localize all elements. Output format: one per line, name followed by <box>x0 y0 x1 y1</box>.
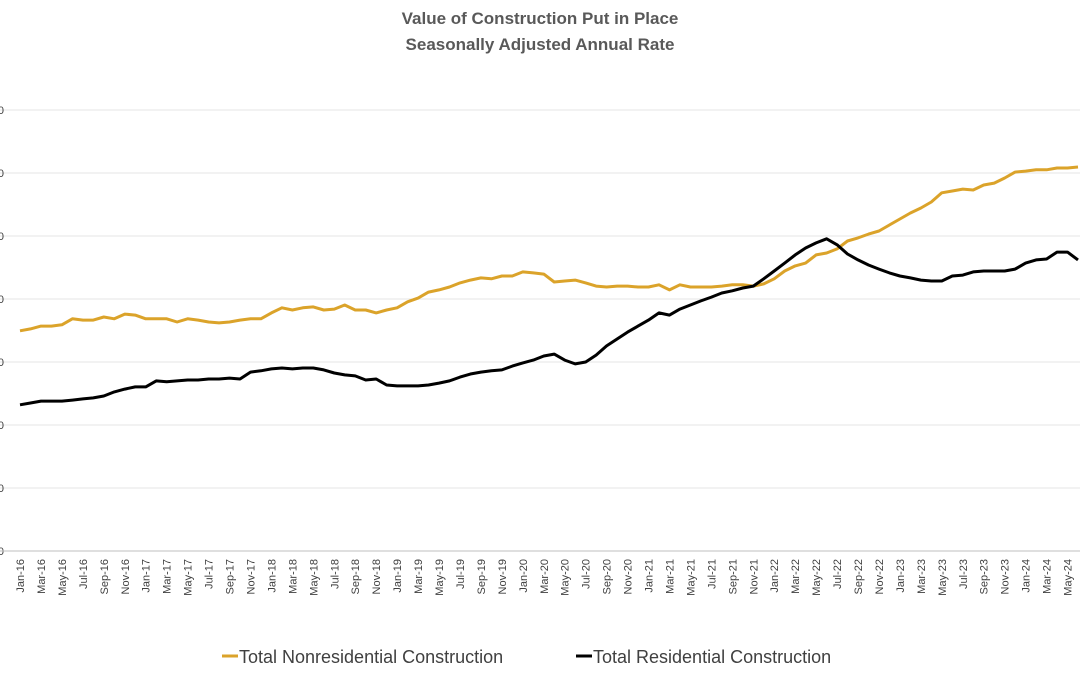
x-tick-label: Jul-17 <box>204 559 216 589</box>
x-tick-label: Mar-20 <box>539 559 551 594</box>
x-tick-label: Mar-23 <box>916 559 928 594</box>
x-tick-label: Nov-22 <box>874 559 886 594</box>
series-line <box>19 165 1079 333</box>
legend: Total Nonresidential Construction Total R… <box>222 647 831 667</box>
x-tick-label: Nov-17 <box>245 559 257 594</box>
x-tick-label: May-24 <box>1063 559 1075 596</box>
x-tick-label: Jan-20 <box>518 559 530 593</box>
y-tick-label: 600 <box>0 357 4 369</box>
x-tick-label: Jul-23 <box>958 559 970 589</box>
x-tick-label: Jul-22 <box>832 559 844 589</box>
x-tick-label: Jan-17 <box>141 559 153 593</box>
x-tick-label: Jul-18 <box>329 559 341 589</box>
y-tick-label: 400 <box>0 420 4 432</box>
x-tick-label: Mar-22 <box>790 559 802 594</box>
x-tick-label: Sep-23 <box>979 559 991 594</box>
x-tick-label: Jan-18 <box>266 559 278 593</box>
x-tick-label: Jul-16 <box>78 559 90 589</box>
x-tick-label: Jul-20 <box>581 559 593 589</box>
x-tick-label: May-17 <box>183 559 195 596</box>
chart-subtitle: Seasonally Adjusted Annual Rate <box>406 35 675 54</box>
x-tick-label: Jan-16 <box>15 559 27 593</box>
series-line <box>19 237 1079 407</box>
x-tick-label: Sep-21 <box>727 559 739 594</box>
x-tick-label: Jul-19 <box>455 559 467 589</box>
x-tick-label: May-22 <box>811 559 823 596</box>
x-tick-label: Sep-19 <box>476 559 488 594</box>
x-tick-label: Nov-16 <box>120 559 132 594</box>
legend-label: Total Nonresidential Construction <box>239 647 503 667</box>
x-tick-label: Sep-18 <box>350 559 362 594</box>
x-tick-label: May-23 <box>937 559 949 596</box>
axes: 0 200 400 600 800 1000 1200 1400 Jan-16 Mar-16 May… <box>0 105 1080 596</box>
x-tick-label: Mar-21 <box>664 559 676 594</box>
grid <box>0 109 1080 552</box>
x-tick-label: Nov-19 <box>497 559 509 594</box>
x-tick-label: Mar-18 <box>287 559 299 594</box>
x-tick-label: Mar-19 <box>413 559 425 594</box>
x-tick-label: Nov-18 <box>371 559 383 594</box>
y-tick-label: 1400 <box>0 105 4 117</box>
y-tick-label: 1000 <box>0 231 4 243</box>
x-tick-label: Jul-21 <box>706 559 718 589</box>
x-tick-label: Mar-16 <box>36 559 48 594</box>
x-tick-label: May-20 <box>560 559 572 596</box>
x-tick-label: Sep-22 <box>853 559 865 594</box>
x-tick-label: May-18 <box>308 559 320 596</box>
y-tick-label: 800 <box>0 294 4 306</box>
x-tick-label: Sep-16 <box>99 559 111 594</box>
y-tick-label: 200 <box>0 483 4 495</box>
x-tick-label: Jan-23 <box>895 559 907 593</box>
x-tick-label: Jan-19 <box>392 559 404 593</box>
x-tick-label: Mar-24 <box>1042 559 1054 594</box>
y-tick-label: 1200 <box>0 168 4 180</box>
x-tick-label: Mar-17 <box>162 559 174 594</box>
x-tick-label: Sep-17 <box>225 559 237 594</box>
x-tick-label: Nov-20 <box>623 559 635 594</box>
chart-title: Value of Construction Put in Place <box>402 9 679 28</box>
y-tick-label: 0 <box>0 546 4 558</box>
x-tick-label: Jan-22 <box>769 559 781 593</box>
x-tick-label: Jan-21 <box>644 559 656 593</box>
x-tick-label: Nov-21 <box>748 559 760 594</box>
x-tick-label: Jan-24 <box>1021 559 1033 593</box>
x-tick-label: May-19 <box>434 559 446 596</box>
x-tick-label: Nov-23 <box>1000 559 1012 594</box>
x-tick-label: May-21 <box>685 559 697 596</box>
x-tick-label: Sep-20 <box>602 559 614 594</box>
x-tick-label: May-16 <box>57 559 69 596</box>
plot-area <box>19 165 1079 407</box>
legend-label: Total Residential Construction <box>593 647 831 667</box>
